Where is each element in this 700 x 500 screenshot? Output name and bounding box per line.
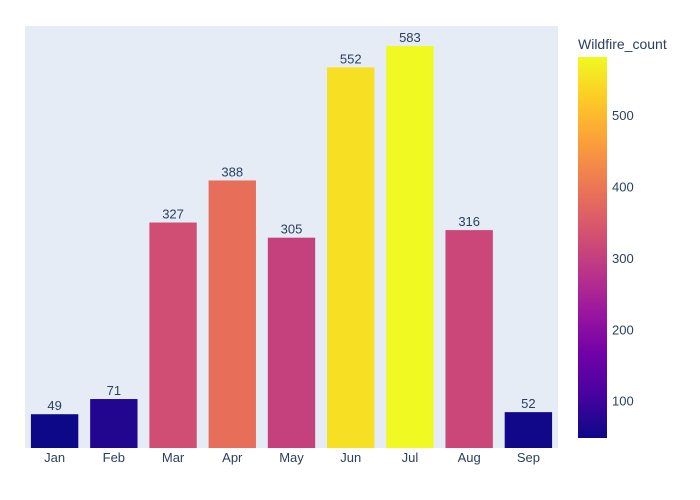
- colorbar-tick-label: 100: [612, 394, 634, 409]
- x-tick-label: Jun: [340, 450, 361, 465]
- bar-value-label: 552: [340, 51, 362, 66]
- bar-value-label: 388: [221, 164, 243, 179]
- colorbar-tick-label: 200: [612, 322, 634, 337]
- bar-value-label: 305: [281, 222, 303, 237]
- colorbar-ticks: 100 200 300 400 500: [612, 108, 634, 408]
- colorbar: [578, 57, 607, 438]
- bar-may: [267, 237, 316, 448]
- bar-value-label: 327: [162, 207, 184, 222]
- bar-apr: [208, 180, 256, 448]
- bar-labels-layer: 49 71 327 388 305 552 583 316 52: [47, 30, 535, 413]
- bar-value-label: 52: [521, 396, 535, 411]
- colorbar-tick-label: 300: [612, 251, 634, 266]
- bar-sep: [504, 412, 553, 448]
- bar-value-label: 583: [399, 30, 421, 45]
- x-tick-label: Jul: [402, 450, 419, 465]
- x-tick-label: Aug: [458, 450, 481, 465]
- x-axis-ticks: Jan Feb Mar Apr May Jun Jul Aug Sep: [44, 450, 540, 465]
- x-tick-label: Mar: [162, 450, 185, 465]
- bar-jul: [386, 46, 434, 448]
- x-tick-label: Apr: [222, 450, 243, 465]
- bar-jan: [30, 414, 79, 448]
- bar-value-label: 49: [47, 398, 61, 413]
- bars-layer: [30, 46, 553, 448]
- colorbar-tick-label: 500: [612, 108, 634, 123]
- colorbar-title: Wildfire_count: [578, 36, 667, 52]
- bar-value-label: 316: [458, 214, 480, 229]
- x-tick-label: Jan: [44, 450, 65, 465]
- bar-feb: [90, 399, 138, 448]
- x-tick-label: Feb: [103, 450, 125, 465]
- bar-value-label: 71: [107, 383, 121, 398]
- bar-jun: [327, 67, 375, 448]
- colorbar-tick-label: 400: [612, 180, 634, 195]
- x-tick-label: Sep: [517, 450, 540, 465]
- bar-aug: [445, 230, 493, 448]
- x-tick-label: May: [279, 450, 304, 465]
- bar-mar: [149, 222, 197, 448]
